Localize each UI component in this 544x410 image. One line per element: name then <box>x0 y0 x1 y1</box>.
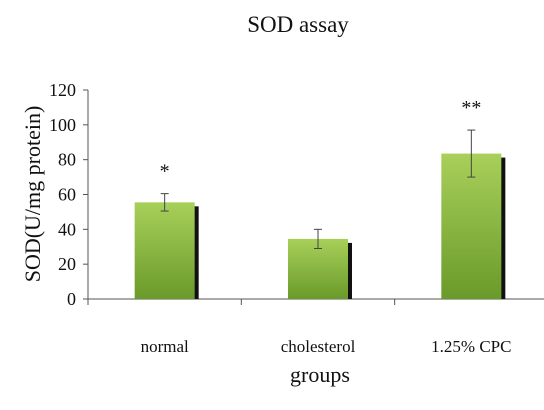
x-tick-label: normal <box>141 337 189 356</box>
y-tick-label: 20 <box>58 254 76 274</box>
significance-label: * <box>160 161 170 183</box>
chart-title: SOD assay <box>247 12 349 37</box>
bar <box>441 153 502 299</box>
bars <box>134 129 506 299</box>
labels: 0 20 40 60 80 100 120 * normal cholesterol ** 1.25%… <box>49 80 511 356</box>
y-tick-label: 100 <box>49 115 76 135</box>
y-tick-label: 0 <box>67 289 76 309</box>
y-tick-label: 80 <box>58 150 76 170</box>
y-axis-label: SOD(U/mg protein) <box>20 106 45 283</box>
y-tick-label: 40 <box>58 219 76 239</box>
y-tick-label: 120 <box>49 80 76 100</box>
x-tick-label: cholesterol <box>281 337 356 356</box>
y-tick-label: 60 <box>58 185 76 205</box>
significance-label: ** <box>461 97 481 119</box>
x-axis-label: groups <box>290 362 350 387</box>
bar <box>134 202 195 299</box>
x-tick-label: 1.25% CPC <box>431 337 511 356</box>
